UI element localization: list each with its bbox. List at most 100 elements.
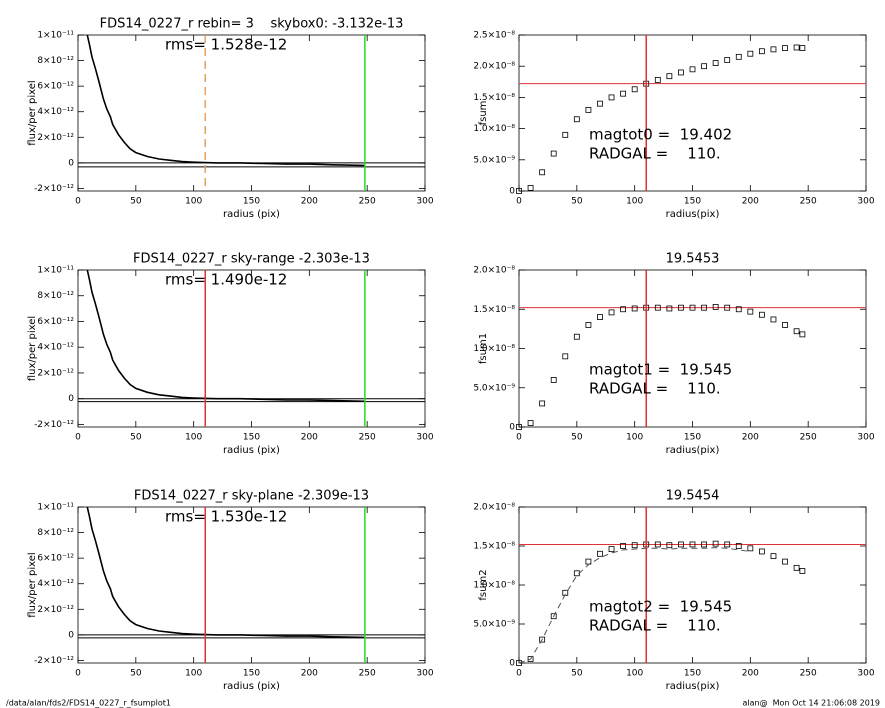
- square-marker: [782, 322, 788, 328]
- profile-line: [86, 506, 365, 639]
- square-marker: [770, 553, 777, 560]
- square-marker: [516, 188, 522, 194]
- square-marker: [724, 57, 731, 63]
- x-tick-label: 0: [516, 669, 522, 679]
- y-tick-label: 0: [509, 187, 515, 197]
- square-marker: [516, 424, 522, 430]
- plot-frame: [77, 506, 426, 664]
- x-tick-label: 250: [359, 197, 376, 207]
- square-marker: [689, 66, 696, 73]
- square-marker: [597, 314, 603, 321]
- y-tick-label: 8×10⁻¹²: [37, 56, 74, 66]
- square-marker: [620, 306, 626, 313]
- square-marker: [527, 420, 534, 426]
- chart-title: FDS14_0227_r sky-range -2.303e-13: [133, 252, 370, 267]
- y-tick-label: 0: [68, 394, 74, 404]
- y-tick-label: 0: [509, 423, 515, 433]
- square-marker: [701, 304, 707, 311]
- x-axis-label: radius(pix): [666, 445, 720, 456]
- x-tick-label: 200: [301, 433, 318, 443]
- square-marker: [770, 46, 777, 53]
- square-marker: [550, 376, 557, 383]
- square-marker: [631, 305, 638, 312]
- y-tick-label: 1×10⁻¹¹: [37, 503, 74, 513]
- square-marker: [539, 636, 546, 643]
- annotation: rms= 1.528e-12: [165, 36, 287, 54]
- x-tick-label: 300: [416, 433, 433, 443]
- plot-frame: [77, 269, 426, 428]
- y-tick-label: 1.5×10⁻⁸: [473, 93, 515, 103]
- y-tick-label: -2×10⁻¹²: [34, 420, 74, 430]
- x-axis-label: radius(pix): [666, 209, 720, 220]
- y-tick-label: -2×10⁻¹²: [34, 656, 74, 666]
- square-marker: [539, 400, 546, 407]
- square-marker: [654, 304, 661, 311]
- square-marker: [735, 543, 742, 549]
- x-tick-label: 200: [301, 669, 318, 679]
- profile-line: [86, 34, 365, 167]
- y-tick-label: 5.0×10⁻⁹: [473, 155, 515, 165]
- square-marker: [550, 150, 557, 157]
- square-marker: [608, 309, 615, 316]
- square-marker: [620, 543, 626, 549]
- x-tick-label: 250: [800, 433, 817, 443]
- square-marker: [759, 548, 765, 555]
- y-tick-label: 2.0×10⁻⁸: [473, 503, 515, 513]
- square-marker: [666, 73, 673, 80]
- chart-title: FDS14_0227_r sky-plane -2.309e-13: [134, 489, 369, 504]
- annotation: RADGAL = 110.: [589, 617, 721, 635]
- y-axis-label: fsum1: [478, 333, 489, 364]
- plot-frame: [518, 506, 867, 664]
- y-tick-label: 6×10⁻¹²: [37, 317, 74, 327]
- x-tick-label: 200: [742, 433, 759, 443]
- y-axis-label: flux/per pixel: [27, 80, 38, 145]
- plot-frame: [518, 34, 867, 192]
- square-marker: [608, 94, 615, 101]
- y-tick-label: 1.0×10⁻⁸: [473, 124, 515, 134]
- square-marker: [631, 542, 638, 549]
- annotation: magtot0 = 19.402: [589, 126, 732, 144]
- x-tick-label: 150: [243, 669, 260, 679]
- x-tick-label: 250: [359, 433, 376, 443]
- x-tick-label: 50: [571, 433, 583, 443]
- square-marker: [550, 613, 557, 620]
- y-tick-label: 2.0×10⁻⁸: [473, 62, 515, 72]
- square-marker: [620, 90, 626, 97]
- y-tick-label: 6×10⁻¹²: [37, 554, 74, 564]
- y-tick-label: 2.5×10⁻⁸: [473, 31, 515, 41]
- y-tick-label: 1×10⁻¹¹: [37, 31, 74, 41]
- x-tick-label: 100: [626, 197, 643, 207]
- square-marker: [782, 558, 788, 565]
- y-axis-label: flux/per pixel: [27, 552, 38, 617]
- x-tick-label: 250: [800, 197, 817, 207]
- square-marker: [585, 322, 592, 328]
- chart-title: FDS14_0227_r rebin= 3 skybox0: -3.132e-1…: [100, 17, 404, 32]
- y-tick-label: -2×10⁻¹²: [34, 184, 74, 194]
- square-marker: [799, 45, 806, 52]
- square-marker: [701, 63, 707, 70]
- square-marker: [562, 353, 569, 360]
- square-marker: [712, 540, 719, 547]
- x-tick-label: 200: [742, 669, 759, 679]
- y-tick-label: 1.5×10⁻⁸: [473, 542, 515, 552]
- square-marker: [585, 106, 592, 113]
- y-tick-label: 2×10⁻¹²: [37, 605, 74, 615]
- y-tick-label: 0: [68, 630, 74, 640]
- square-marker: [573, 116, 580, 123]
- x-tick-label: 50: [130, 669, 142, 679]
- x-tick-label: 0: [75, 433, 81, 443]
- square-marker: [747, 545, 754, 552]
- y-axis-label: flux/per pixel: [27, 316, 38, 381]
- y-tick-label: 1×10⁻¹¹: [37, 266, 74, 276]
- square-marker: [573, 333, 580, 340]
- square-marker: [793, 564, 800, 571]
- x-tick-label: 250: [800, 669, 817, 679]
- y-tick-label: 1.0×10⁻⁸: [473, 344, 515, 354]
- y-tick-label: 4×10⁻¹²: [37, 343, 74, 353]
- square-marker: [516, 660, 522, 666]
- x-tick-label: 300: [857, 197, 874, 207]
- square-marker: [735, 306, 742, 313]
- x-axis-label: radius (pix): [223, 209, 280, 220]
- square-marker: [724, 304, 731, 311]
